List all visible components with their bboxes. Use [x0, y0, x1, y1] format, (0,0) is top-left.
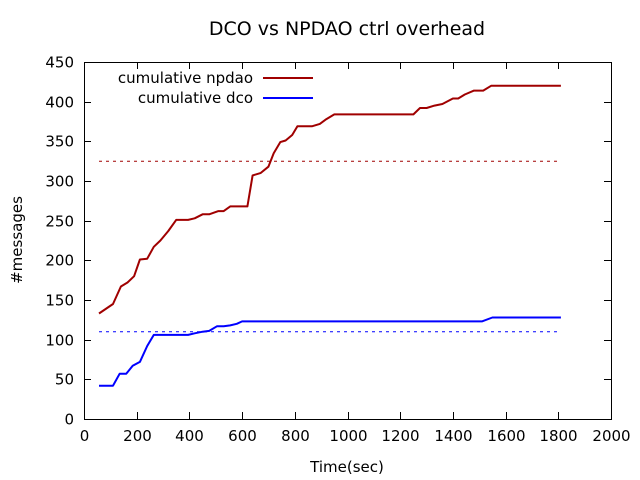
x-tick-label: 1600 — [487, 427, 525, 445]
x-axis-label: Time(sec) — [309, 458, 384, 476]
x-tick-label: 200 — [123, 427, 152, 445]
y-tick-label: 100 — [45, 332, 74, 350]
y-tick-label: 450 — [45, 54, 74, 72]
series-layer — [99, 86, 561, 386]
y-tick-label: 400 — [45, 94, 74, 112]
y-tick-label: 200 — [45, 252, 74, 270]
legend-label: cumulative dco — [138, 89, 253, 107]
x-tick-label: 1800 — [539, 427, 577, 445]
x-tick-label: 1200 — [381, 427, 419, 445]
x-tick-label: 2000 — [592, 427, 630, 445]
chart-title: DCO vs NPDAO ctrl overhead — [209, 18, 485, 40]
y-tick-label: 250 — [45, 213, 74, 231]
x-tick-label: 1400 — [434, 427, 472, 445]
y-axis: 0 50 100 150 200 250 300 350 400 450 — [45, 54, 611, 429]
y-tick-label: 350 — [45, 133, 74, 151]
legend: cumulative npdao cumulative dco — [118, 69, 313, 107]
y-tick-label: 50 — [55, 371, 74, 389]
x-axis: 0 200 400 600 800 1000 1200 1400 1600 1800 2000 — [80, 62, 631, 445]
legend-label: cumulative npdao — [118, 69, 253, 87]
x-tick-label: 800 — [281, 427, 310, 445]
y-axis-label: #messages — [8, 196, 26, 284]
x-tick-label: 400 — [175, 427, 204, 445]
y-tick-label: 150 — [45, 292, 74, 310]
series-line-cumulative-dco — [99, 318, 561, 386]
x-tick-label: 0 — [80, 427, 90, 445]
plot-frame — [85, 63, 612, 420]
y-tick-label: 0 — [64, 411, 74, 429]
x-tick-label: 600 — [228, 427, 257, 445]
x-tick-label: 1000 — [329, 427, 367, 445]
series-line-cumulative-npdao — [99, 86, 561, 314]
y-tick-label: 300 — [45, 173, 74, 191]
